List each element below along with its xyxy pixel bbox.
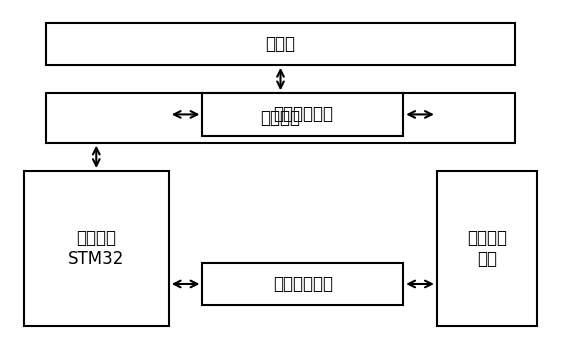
Text: 超声波换
能器: 超声波换 能器: [467, 229, 507, 268]
Text: 信号生成模块: 信号生成模块: [273, 105, 333, 124]
FancyBboxPatch shape: [203, 93, 403, 136]
Text: 通信接口: 通信接口: [260, 109, 301, 127]
FancyBboxPatch shape: [46, 93, 515, 143]
Text: 主控模块
STM32: 主控模块 STM32: [68, 229, 125, 268]
FancyBboxPatch shape: [437, 171, 537, 326]
Text: 信号采集模块: 信号采集模块: [273, 275, 333, 293]
FancyBboxPatch shape: [203, 263, 403, 305]
Text: 上位机: 上位机: [265, 35, 296, 53]
FancyBboxPatch shape: [46, 22, 515, 65]
FancyBboxPatch shape: [24, 171, 169, 326]
